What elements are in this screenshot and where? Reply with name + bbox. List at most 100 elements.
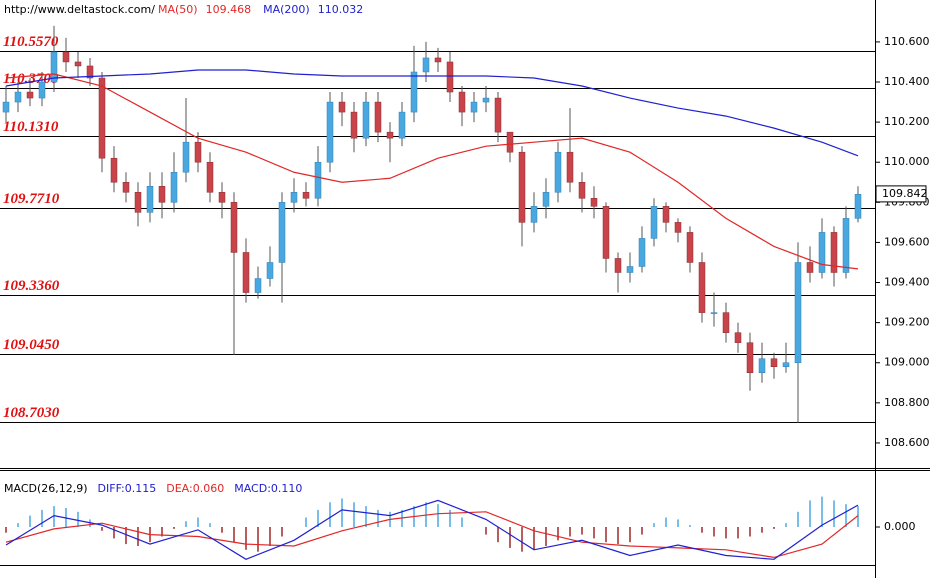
candle-body — [686, 232, 694, 263]
legend-name: MA(200) — [263, 3, 310, 16]
candle-body — [554, 151, 562, 193]
line-series — [5, 511, 859, 559]
candle-body — [398, 111, 406, 139]
candle-body — [350, 111, 358, 139]
legend-name: DIFF:0.115 — [98, 482, 157, 495]
candle-body — [662, 206, 670, 223]
candle-body — [602, 206, 610, 259]
line-series — [5, 499, 859, 560]
y-tick-label: 110.200 — [884, 115, 930, 128]
candle-body — [710, 312, 718, 314]
candle-body — [470, 101, 478, 113]
candle-body — [386, 131, 394, 139]
source-url: http://www.deltastock.com/ — [4, 3, 155, 16]
candle-body — [254, 278, 262, 293]
candle-body — [638, 238, 646, 267]
candle-body — [98, 77, 106, 159]
candle-body — [158, 186, 166, 203]
candle-body — [650, 206, 658, 239]
y-tick-label: 110.600 — [884, 35, 930, 48]
candle-body — [794, 262, 802, 363]
level-label: 109.0450 — [3, 337, 60, 353]
candle-body — [758, 358, 766, 374]
candle-body — [434, 57, 442, 63]
candle-body — [590, 198, 598, 207]
candle-body — [446, 61, 454, 93]
y-tick-label: 110.400 — [884, 75, 930, 88]
legend-value: 109.468 — [206, 3, 252, 16]
level-label: 110.1310 — [3, 119, 59, 135]
candle-body — [578, 182, 586, 199]
candle-body — [218, 192, 226, 203]
candle-body — [74, 61, 82, 67]
legend-value: 110.032 — [318, 3, 364, 16]
candle-body — [266, 262, 274, 279]
level-label: 109.3360 — [3, 278, 60, 294]
line-series — [5, 69, 859, 157]
candle-body — [674, 222, 682, 233]
candle-body — [734, 332, 742, 343]
y-tick-label: 108.800 — [884, 396, 930, 409]
legend-name: MA(50) — [158, 3, 198, 16]
candle-body — [338, 101, 346, 113]
candle-body — [326, 101, 334, 163]
candle-body — [302, 192, 310, 199]
candle-body — [614, 258, 622, 273]
candle-body — [182, 141, 190, 173]
level-label: 109.7710 — [3, 191, 60, 207]
candle-body — [290, 192, 298, 203]
candle-body — [830, 232, 838, 273]
candle-body — [458, 91, 466, 113]
candle-body — [374, 101, 382, 133]
candle-body — [146, 186, 154, 213]
candle-body — [722, 312, 730, 333]
macd-title: MACD(26,12,9) — [4, 482, 88, 495]
y-tick-label: 109.000 — [884, 356, 930, 369]
candle-body — [494, 97, 502, 133]
candle-body — [122, 182, 130, 193]
candle-body — [782, 362, 790, 367]
y-tick-label: 109.200 — [884, 316, 930, 329]
y-tick-label: 108.600 — [884, 436, 930, 449]
y-tick-label: 109.600 — [884, 235, 930, 248]
candle-body — [62, 51, 70, 63]
candle-body — [854, 194, 862, 219]
candle-body — [818, 232, 826, 273]
candle-body — [410, 71, 418, 113]
candle-body — [206, 161, 214, 193]
candle-body — [482, 97, 490, 103]
candle-body — [422, 57, 430, 73]
candle-body — [770, 358, 778, 367]
candle-body — [14, 91, 22, 103]
line-series — [5, 73, 859, 270]
candle-body — [566, 151, 574, 183]
level-label: 108.7030 — [3, 405, 60, 421]
candle-body — [746, 342, 754, 374]
candle-body — [134, 192, 142, 213]
candle-body — [530, 206, 538, 223]
candle-body — [38, 81, 46, 99]
last-price-label: 109.842 — [882, 187, 928, 200]
candle-body — [242, 252, 250, 293]
candle-body — [230, 202, 238, 253]
candle-body — [806, 262, 814, 273]
y-tick-label: 110.000 — [884, 155, 930, 168]
candle-body — [518, 151, 526, 223]
candle-body — [50, 51, 58, 83]
candle-body — [278, 202, 286, 263]
candle-body — [170, 171, 178, 203]
candle-body — [86, 65, 94, 79]
candle-body — [314, 161, 322, 199]
y-tick-label: 109.400 — [884, 276, 930, 289]
candle-body — [362, 101, 370, 139]
candle-body — [506, 131, 514, 153]
candle-body — [110, 157, 118, 183]
candle-body — [2, 101, 10, 113]
legend-name: DEA:0.060 — [166, 482, 224, 495]
candle-body — [842, 218, 850, 273]
legend-name: MACD:0.110 — [234, 482, 302, 495]
candle-body — [626, 266, 634, 273]
candle-body — [194, 141, 202, 163]
